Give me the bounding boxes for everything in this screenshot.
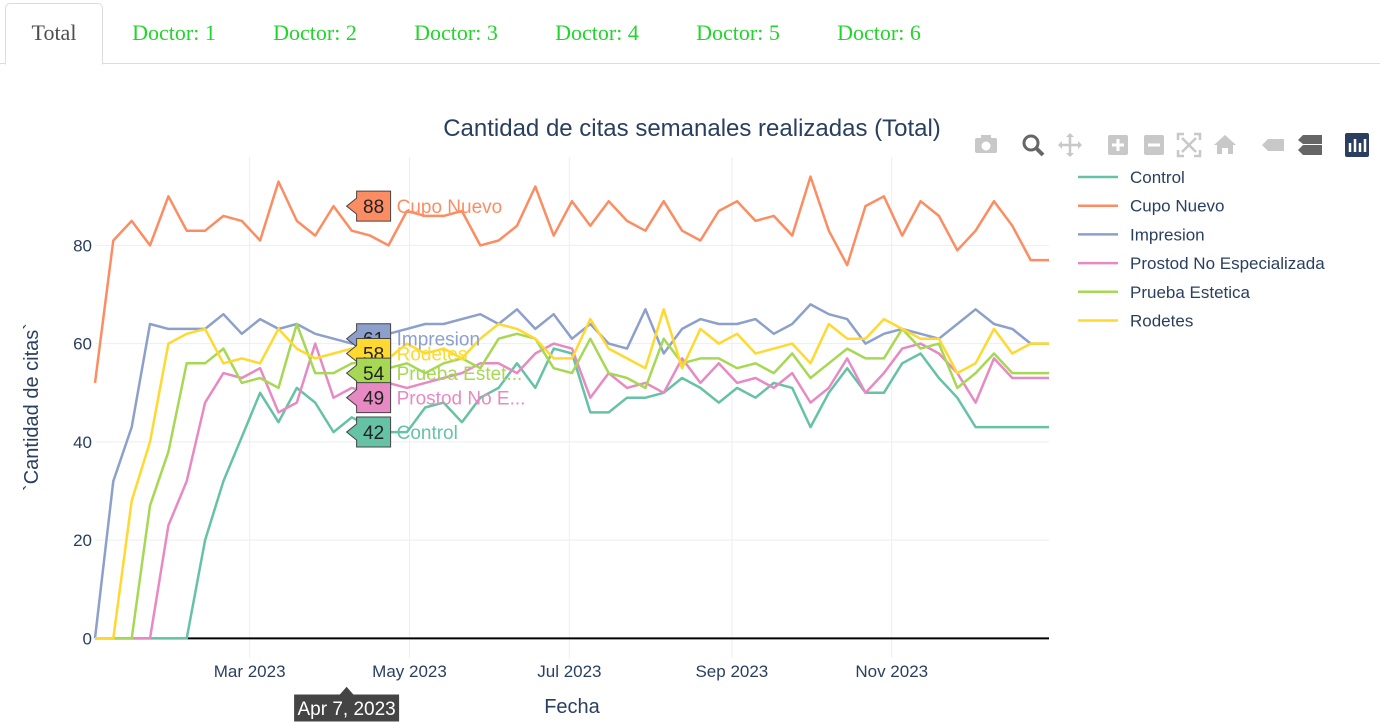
zoom-in-icon[interactable] — [1108, 135, 1128, 155]
legend-item[interactable]: Rodetes — [1078, 312, 1193, 331]
x-tick-label: Sep 2023 — [695, 662, 768, 681]
legend-item[interactable]: Impresion — [1078, 225, 1205, 244]
modebar — [975, 132, 1369, 158]
x-tick-label: May 2023 — [372, 662, 447, 681]
tab-doctor-4[interactable]: Doctor: 4 — [555, 20, 639, 45]
y-tick-label: 20 — [73, 531, 92, 550]
hover-value: 42 — [363, 423, 384, 444]
y-axis-title: `Cantidad de citas` — [21, 323, 43, 491]
hover-date-box — [293, 685, 401, 723]
chart-title: Cantidad de citas semanales realizadas (… — [443, 115, 941, 142]
tab-doctor-2[interactable]: Doctor: 2 — [273, 20, 357, 45]
y-tick-label: 60 — [73, 335, 92, 354]
hover-label: Rodetes — [397, 344, 468, 365]
compare-hover-icon[interactable] — [1298, 135, 1322, 155]
line-chart: Cantidad de citas semanales realizadas (… — [21, 115, 1369, 723]
pan-cross — [1059, 134, 1081, 156]
legend-item[interactable]: Prueba Estetica — [1078, 283, 1251, 302]
zoom-icon[interactable] — [1022, 134, 1045, 157]
hover-label: Cupo Nuevo — [397, 197, 503, 218]
tab-doctor-6[interactable]: Doctor: 6 — [837, 20, 921, 45]
tab-bar: Total Doctor: 1 Doctor: 2 Doctor: 3 Doct… — [0, 0, 1380, 65]
legend-label: Prueba Estetica — [1130, 283, 1251, 302]
x-axis-ticks: Mar 2023 May 2023 Jul 2023 Sep 2023 Nov 2023 — [214, 662, 928, 681]
hover-value: 54 — [363, 364, 385, 385]
compare-tag-bottom — [1298, 145, 1322, 155]
series-line-2 — [93, 303, 1049, 639]
hover-label: Impresion — [397, 330, 480, 351]
spike-lines-icon[interactable] — [1262, 139, 1284, 151]
hover-label: Prueba Estet... — [397, 364, 523, 385]
series-line-0 — [95, 347, 1049, 640]
plotly-logo-icon[interactable] — [1345, 133, 1369, 157]
legend-label: Prostod No Especializada — [1130, 254, 1325, 273]
tab-doctor-1[interactable]: Doctor: 1 — [132, 20, 216, 45]
tab-doctor-3[interactable]: Doctor: 3 — [414, 20, 498, 45]
hover-label: Prostod No E... — [397, 389, 526, 410]
pan-icon[interactable] — [1058, 133, 1082, 157]
y-axis-ticks: 0 20 40 60 80 — [73, 236, 92, 648]
hover-box — [345, 190, 392, 222]
legend: Control Cupo Nuevo Impresion Prostod No Esp… — [1078, 168, 1325, 331]
reset-axes-icon[interactable] — [1214, 135, 1236, 154]
hover-date-label: Apr 7, 2023 — [297, 699, 395, 720]
legend-item[interactable]: Control — [1078, 168, 1185, 187]
series-line-5 — [95, 308, 1049, 640]
plot-lines — [93, 175, 1049, 640]
zoom-handle — [1034, 146, 1045, 157]
hover-value: 49 — [363, 389, 384, 410]
legend-item[interactable]: Prostod No Especializada — [1078, 254, 1325, 273]
hover-box — [345, 382, 392, 414]
x-axis-title: Fecha — [544, 696, 600, 718]
x-tick-label: Nov 2023 — [855, 662, 928, 681]
x-tick-label: Jul 2023 — [537, 662, 601, 681]
tab-bar-divider — [0, 63, 1380, 64]
legend-label: Control — [1130, 168, 1185, 187]
hover-value: 88 — [363, 197, 384, 218]
spike-tag — [1262, 139, 1284, 151]
legend-item[interactable]: Cupo Nuevo — [1078, 197, 1225, 216]
grid-lines — [95, 157, 1049, 658]
autoscale-icon[interactable] — [1176, 132, 1202, 158]
y-tick-label: 0 — [83, 629, 92, 648]
series-line-1 — [93, 175, 1049, 384]
series-line-4 — [95, 322, 1049, 640]
y-tick-label: 40 — [73, 433, 92, 452]
legend-label: Cupo Nuevo — [1130, 197, 1225, 216]
zoom-glass — [1022, 134, 1040, 152]
home-shape — [1214, 135, 1236, 154]
legend-label: Impresion — [1130, 225, 1205, 244]
x-tick-label: Mar 2023 — [214, 662, 286, 681]
series-line-3 — [95, 342, 1049, 640]
legend-label: Rodetes — [1130, 312, 1193, 331]
y-tick-label: 80 — [73, 236, 92, 255]
compare-tag-top — [1298, 135, 1322, 144]
autoscale-shape — [1176, 132, 1202, 158]
camera-top — [981, 135, 991, 139]
zoom-out-icon[interactable] — [1144, 135, 1164, 155]
camera-icon[interactable] — [975, 135, 997, 153]
tab-total[interactable]: Total — [5, 3, 103, 65]
tab-doctor-5[interactable]: Doctor: 5 — [696, 20, 780, 45]
hover-label: Control — [397, 423, 458, 444]
camera-lens — [981, 141, 991, 151]
hover-box — [345, 416, 392, 448]
